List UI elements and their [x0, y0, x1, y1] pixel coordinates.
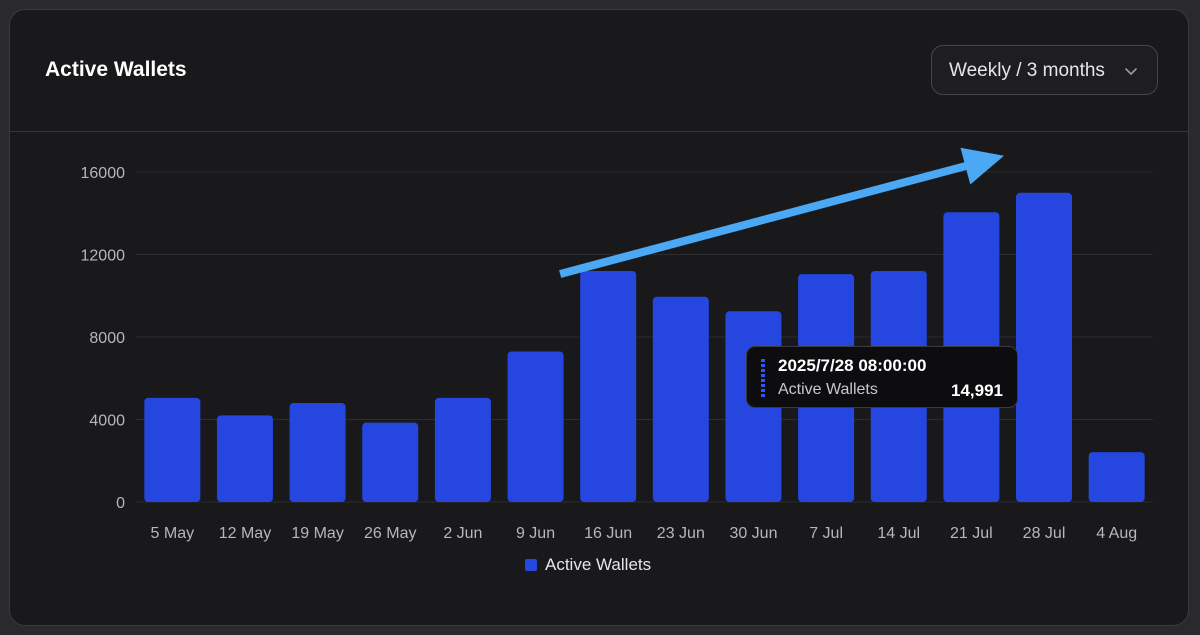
chart-legend[interactable]: Active Wallets: [525, 555, 651, 575]
bar[interactable]: [580, 271, 637, 502]
bar[interactable]: [216, 415, 273, 502]
legend-label: Active Wallets: [545, 555, 652, 574]
y-tick-label: 0: [116, 495, 125, 512]
x-tick-label: 28 Jul: [1023, 525, 1066, 542]
y-tick-label: 8000: [89, 330, 125, 347]
chevron-down-icon: [1125, 68, 1137, 75]
bar[interactable]: [434, 397, 491, 502]
bar[interactable]: [289, 403, 346, 502]
period-select-value: Weekly / 3 months: [949, 60, 1105, 81]
x-tick-label: 4 Aug: [1096, 525, 1137, 542]
x-tick-label: 7 Jul: [809, 525, 843, 542]
y-tick-label: 4000: [89, 413, 125, 430]
x-tick-label: 30 Jun: [729, 525, 777, 542]
tooltip-series-marker: [761, 359, 765, 397]
tooltip-series-name: Active Wallets: [778, 381, 878, 398]
x-tick-label: 26 May: [364, 525, 416, 542]
y-tick-label: 16000: [81, 165, 126, 182]
bar[interactable]: [144, 397, 201, 502]
card-header: Active Wallets Weekly / 3 months: [10, 10, 1188, 132]
x-tick-label: 14 Jul: [877, 525, 920, 542]
bar[interactable]: [362, 422, 419, 502]
x-tick-label: 21 Jul: [950, 525, 993, 542]
x-tick-label: 12 May: [219, 525, 271, 542]
bar[interactable]: [1016, 192, 1073, 503]
bar[interactable]: [652, 296, 709, 502]
x-tick-label: 5 May: [151, 525, 195, 542]
card-title: Active Wallets: [45, 58, 187, 81]
tooltip-value: 14,991: [951, 381, 1003, 400]
legend-swatch: [525, 559, 537, 571]
tooltip-timestamp: 2025/7/28 08:00:00: [778, 356, 927, 375]
bar[interactable]: [507, 351, 564, 502]
x-tick-label: 23 Jun: [657, 525, 705, 542]
period-select[interactable]: Weekly / 3 months: [931, 45, 1158, 95]
trend-arrow: [559, 147, 1004, 278]
x-tick-label: 16 Jun: [584, 525, 632, 542]
chart-tooltip: 2025/7/28 08:00:00 Active Wallets 14,991: [746, 346, 1018, 408]
x-tick-label: 9 Jun: [516, 525, 555, 542]
x-tick-label: 2 Jun: [443, 525, 482, 542]
y-tick-label: 12000: [81, 248, 126, 265]
x-tick-label: 19 May: [291, 525, 343, 542]
bar[interactable]: [1088, 452, 1145, 502]
